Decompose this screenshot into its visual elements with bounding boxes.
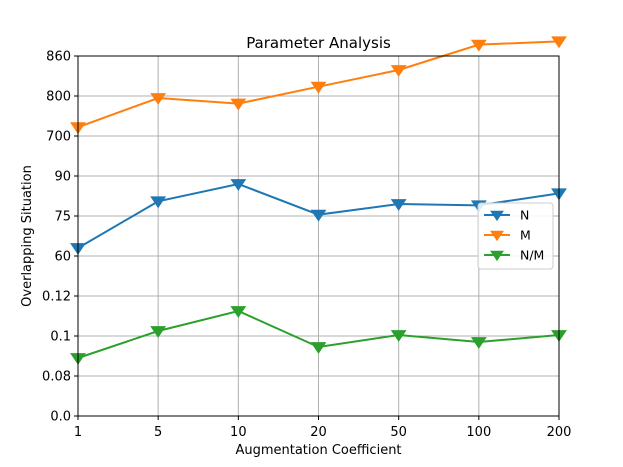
data-point-m [150,93,167,105]
data-point-m [310,81,327,94]
y-tick-label: 800 [46,90,71,105]
legend-entry-n: N [484,208,529,223]
data-point-n [310,209,327,222]
y-axis: 0.0 0.08 0.1 0.12 60 75 90 700 800 860 [42,50,78,425]
data-point-n-m [390,330,407,342]
y-tick-label: 0.1 [50,330,71,345]
y-tick-label: 90 [54,170,71,185]
legend-entry-n-m: N/M [484,248,544,263]
data-point-n-m [230,306,247,318]
x-tick-label: 200 [547,425,572,440]
data-point-n [230,179,247,191]
x-axis: 1 5 10 20 50 100 200 [74,416,572,440]
y-tick-label: 0.0 [50,410,71,425]
x-axis-label: Augmentation Coefficient [235,443,401,458]
legend-marker-n [490,210,504,222]
legend-label-m: M [520,228,531,243]
x-tick-label: 100 [466,425,491,440]
data-point-n-m [310,342,327,354]
y-tick-label: 700 [46,130,71,145]
legend-label-n-m: N/M [520,248,544,263]
x-tick-label: 50 [390,425,407,440]
y-tick-label: 60 [54,250,71,265]
legend-marker-m [490,230,504,242]
data-point-m [470,39,487,52]
y-tick-label: 75 [54,210,71,225]
data-point-m [551,36,567,49]
series-m [70,36,567,135]
legend-marker-n-m [490,250,504,262]
x-tick-label: 10 [230,425,247,440]
x-tick-label: 5 [154,425,162,440]
legend: NM N/M [477,202,554,270]
y-tick-label: 860 [46,50,71,65]
y-tick-label: 0.12 [42,290,71,305]
data-point-m [230,98,247,111]
x-tick-label: 1 [74,425,82,440]
chart-title: Parameter Analysis [246,34,391,52]
y-tick-label: 0.08 [42,370,71,385]
y-axis-label: Overlapping Situation [20,165,35,307]
legend-entry-m: M [484,228,531,243]
data-point-n [390,199,407,211]
data-point-m [390,65,407,77]
legend-label-n: N [520,208,529,223]
x-tick-label: 20 [310,425,327,440]
data-point-n-m [150,326,167,338]
data-point-n [150,196,167,209]
data-point-n-m [470,337,487,349]
